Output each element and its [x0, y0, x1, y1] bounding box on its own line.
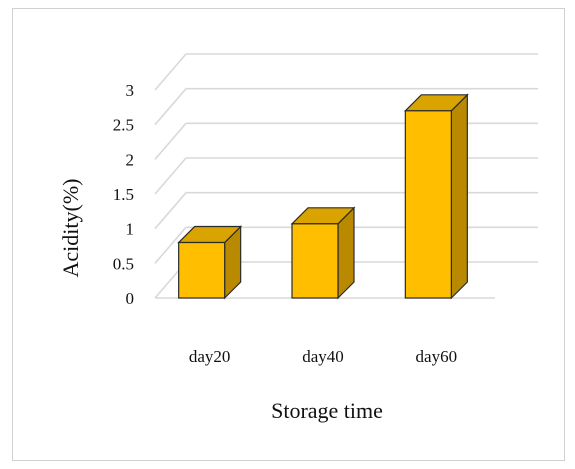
chart-frame: [12, 8, 565, 461]
gridline-diagonal: [154, 226, 187, 264]
gridline-diagonal: [154, 53, 187, 91]
y-tick-label: 1.5: [113, 185, 134, 204]
bar-front: [291, 223, 339, 299]
bar-front: [178, 241, 226, 299]
bar-front: [404, 110, 452, 299]
bars: [177, 93, 469, 300]
gridline-diagonal: [154, 88, 187, 126]
y-axis-label: Acidity(%): [58, 179, 83, 278]
y-tick-label: 3: [126, 81, 135, 100]
bar-day40: [290, 206, 356, 300]
y-tick-labels: 0 0.5 1 1.5 2 2.5 3: [113, 81, 134, 308]
y-tick-label: 2.5: [113, 116, 134, 135]
bar-day20: [177, 225, 243, 300]
y-tick-label: 0.5: [113, 254, 134, 273]
x-tick-label: day40: [302, 347, 344, 366]
bar-side: [450, 93, 468, 300]
gridline-diagonal: [154, 192, 187, 230]
y-tick-label: 1: [126, 220, 135, 239]
x-tick-label: day20: [189, 347, 231, 366]
x-tick-labels: day20 day40 day60: [189, 347, 457, 366]
x-axis-label: Storage time: [271, 398, 383, 423]
gridline-diagonal: [154, 122, 187, 160]
x-tick-label: day60: [416, 347, 458, 366]
y-tick-label: 0: [126, 289, 135, 308]
y-tick-label: 2: [126, 150, 135, 169]
bar-day60: [403, 93, 469, 300]
gridline-diagonal: [154, 157, 187, 195]
